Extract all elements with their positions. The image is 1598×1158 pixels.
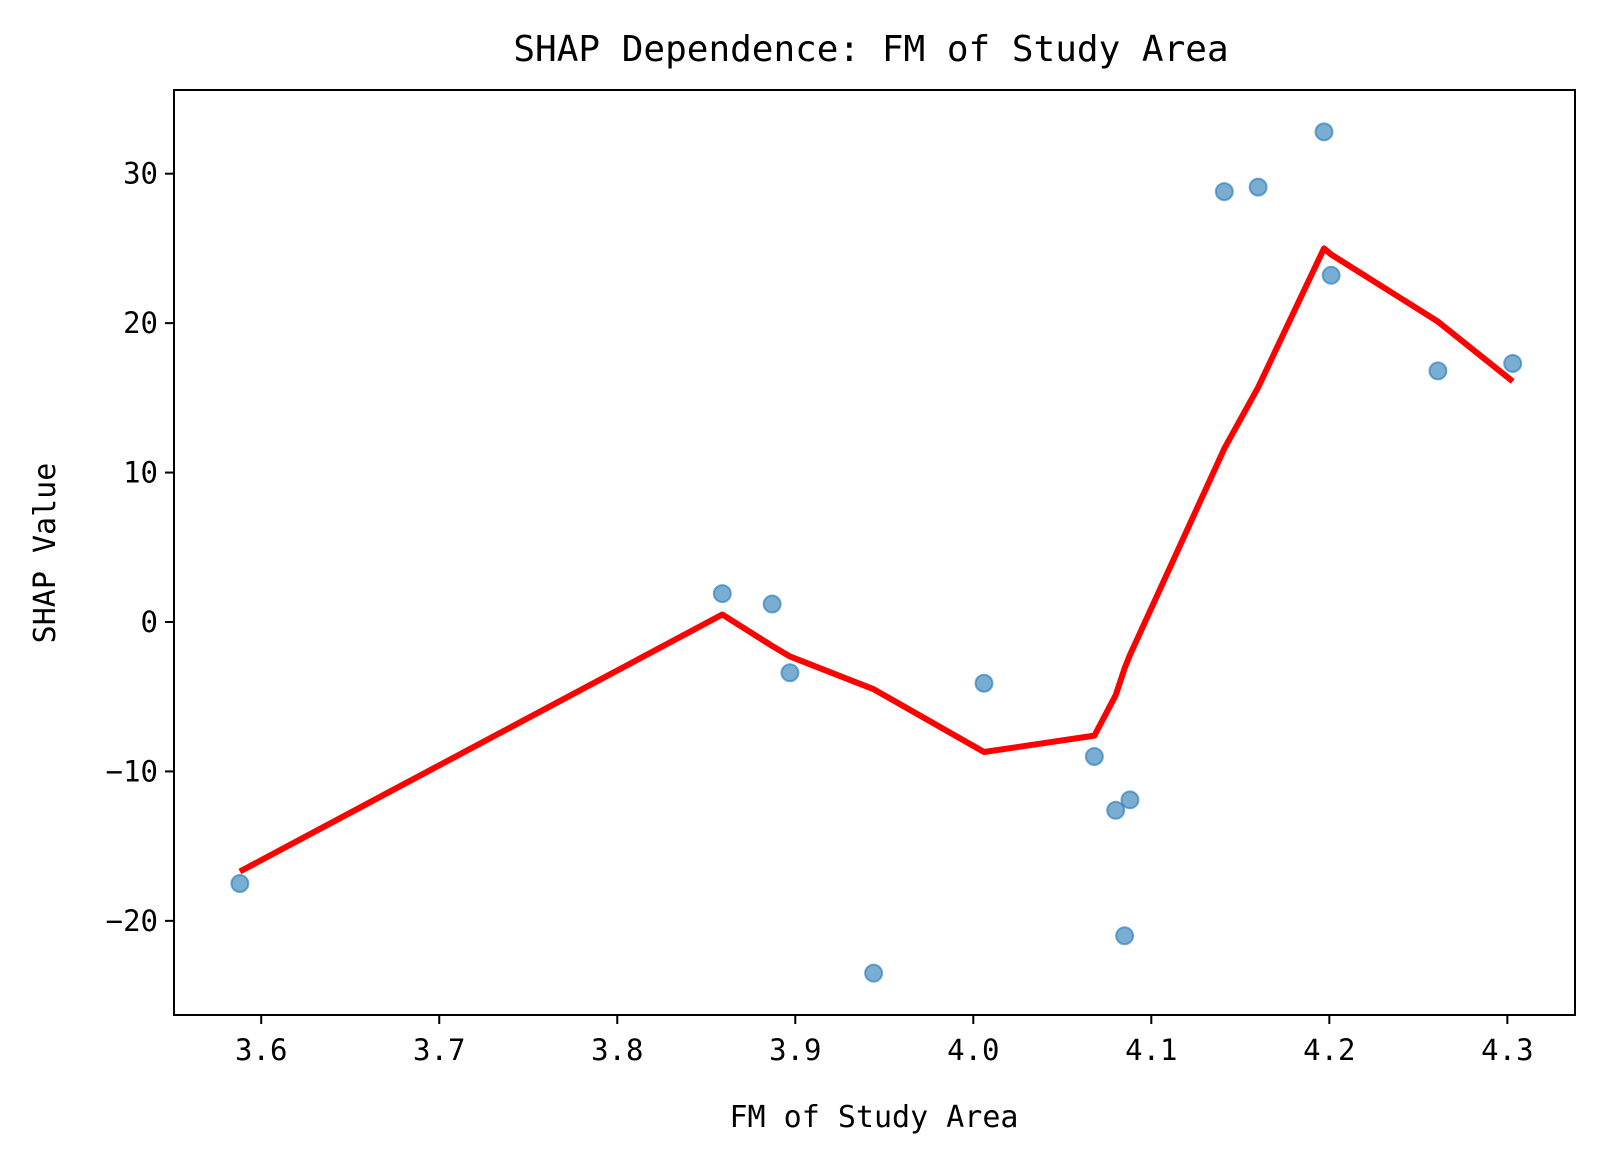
scatter-point [780,663,800,683]
scatter-point [712,584,732,604]
x-axis-label: FM of Study Area [730,1100,1019,1135]
y-tick-label: 10 [123,456,158,490]
y-tick-label: 20 [123,306,158,340]
x-tick-label: 4.2 [1303,1033,1355,1067]
scatter-point [1503,353,1523,373]
scatter-point [230,873,250,893]
x-tick-label: 4.0 [947,1033,999,1067]
x-tick-label: 3.8 [591,1033,643,1067]
y-tick-label: −20 [106,904,158,938]
plot-area [230,122,1523,983]
scatter-point [762,594,782,614]
scatter-point [1214,182,1234,202]
trend-line [238,245,1515,875]
scatter-point [1084,746,1104,766]
x-tick-label: 4.3 [1481,1033,1533,1067]
scatter-point [864,963,884,983]
x-tick-label: 3.6 [235,1033,287,1067]
scatter-point [1321,265,1341,285]
plot-frame [173,89,1576,1016]
scatter-point [974,673,994,693]
y-axis-label: SHAP Value [28,463,63,644]
x-tick-label: 4.1 [1125,1033,1177,1067]
scatter-point [1106,800,1126,820]
y-tick-label: 0 [141,605,158,639]
scatter-point [1115,926,1135,946]
x-axis: 3.6 3.7 3.8 3.9 4.0 4.1 4.2 4.3 [235,1015,1534,1067]
scatter-point [1120,790,1140,810]
scatter-point [1314,122,1334,142]
y-tick-label: −10 [106,754,158,788]
x-tick-label: 3.9 [769,1033,821,1067]
x-tick-label: 3.7 [413,1033,465,1067]
scatter-point [1428,361,1448,381]
scatter-point [1248,177,1268,197]
y-tick-label: 30 [123,157,158,191]
y-axis: −20 −10 0 10 20 30 [106,157,174,938]
chart-title: SHAP Dependence: FM of Study Area [513,29,1228,70]
